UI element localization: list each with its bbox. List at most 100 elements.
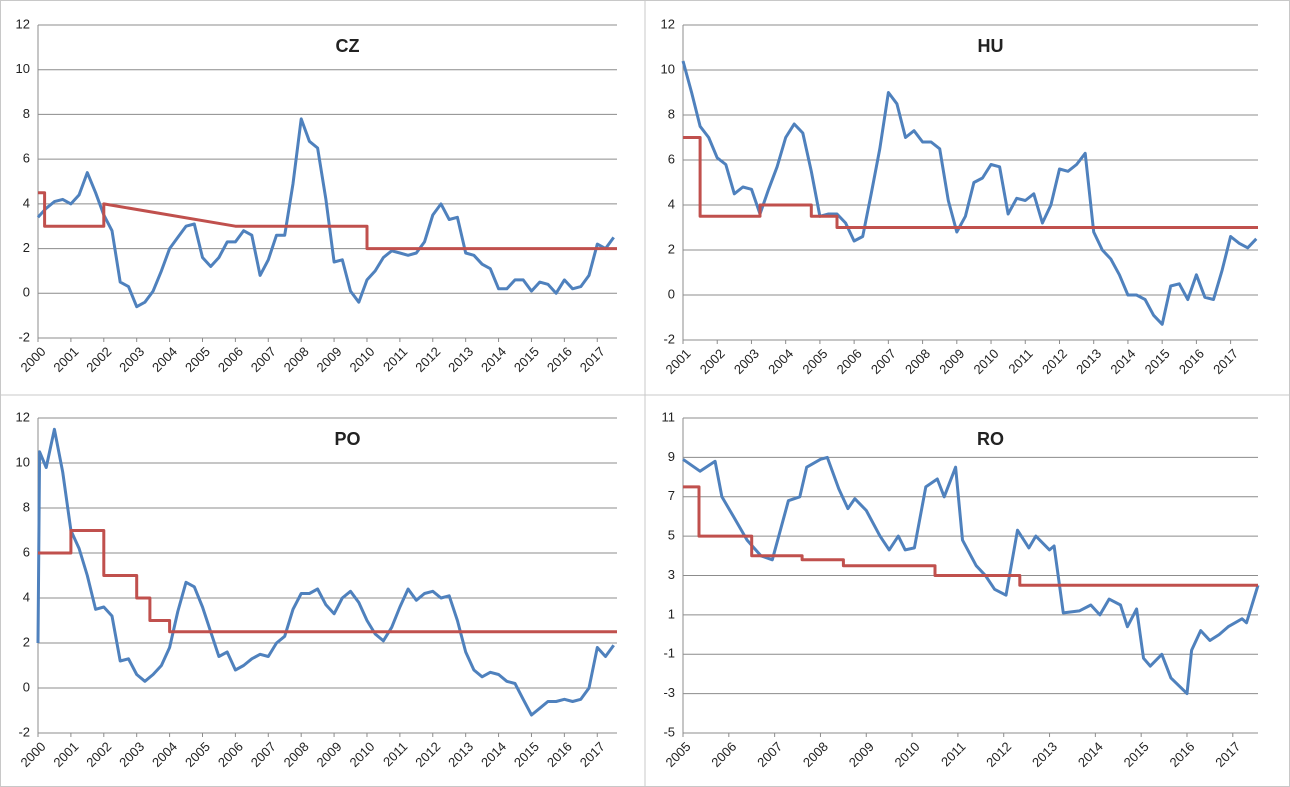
x-tick-label: 2013: [445, 344, 476, 375]
x-tick-label: 2007: [248, 739, 279, 770]
x-tick-label: 2000: [17, 739, 48, 770]
x-tick-label: 2013: [1073, 346, 1104, 377]
x-tick-label: 2012: [412, 739, 443, 770]
x-tick-label: 2002: [83, 344, 114, 375]
y-tick-label: 6: [668, 151, 675, 166]
x-tick-label: 2008: [281, 344, 312, 375]
data-line: [36, 117, 615, 309]
x-tick-label: 2012: [1039, 346, 1070, 377]
x-tick-label: 2008: [281, 739, 312, 770]
x-tick-label: 2015: [511, 739, 542, 770]
y-tick-label: 4: [23, 195, 30, 210]
x-tick-label: 2014: [1107, 346, 1138, 377]
x-tick-label: 2005: [182, 344, 213, 375]
x-tick-label: 2016: [544, 344, 575, 375]
x-tick-label: 2000: [17, 344, 48, 375]
x-tick-label: 2011: [1005, 346, 1035, 376]
y-tick-label: 8: [668, 106, 675, 121]
x-tick-label: 2001: [662, 346, 693, 377]
x-tick-label: 2014: [1075, 739, 1106, 770]
x-tick-label: 2011: [380, 344, 410, 374]
chart-title: CZ: [336, 36, 360, 56]
x-tick-label: 2004: [765, 346, 796, 377]
x-tick-label: 2017: [577, 344, 608, 375]
x-tick-label: 2014: [478, 344, 509, 375]
y-tick-label: 10: [661, 61, 675, 76]
y-tick-label: 10: [16, 61, 30, 76]
y-tick-label: -2: [18, 724, 30, 739]
x-tick-label: 2011: [938, 739, 968, 769]
data-line: [683, 136, 1258, 229]
x-tick-label: 2002: [83, 739, 114, 770]
x-tick-label: 2005: [662, 739, 693, 770]
y-tick-label: 9: [668, 449, 675, 464]
data-line: [681, 60, 1258, 326]
x-tick-label: 2013: [445, 739, 476, 770]
y-tick-label: 0: [23, 679, 30, 694]
y-tick-label: -2: [18, 329, 30, 344]
y-tick-label: -3: [663, 685, 675, 700]
chart-title: RO: [977, 429, 1004, 449]
y-tick-label: -2: [663, 331, 675, 346]
x-tick-label: 2009: [846, 739, 877, 770]
y-tick-label: 8: [23, 106, 30, 121]
y-tick-label: 12: [16, 16, 30, 31]
x-tick-label: 2010: [892, 739, 923, 770]
x-tick-label: 2015: [511, 344, 542, 375]
x-tick-label: 2010: [971, 346, 1002, 377]
x-tick-label: 2009: [936, 346, 967, 377]
x-tick-label: 2007: [248, 344, 279, 375]
x-tick-label: 2006: [708, 739, 739, 770]
y-tick-label: 2: [23, 240, 30, 255]
y-tick-label: 2: [668, 241, 675, 256]
x-tick-label: 2005: [182, 739, 213, 770]
x-tick-label: 2012: [983, 739, 1014, 770]
data-line: [683, 485, 1258, 587]
y-tick-label: 6: [23, 151, 30, 166]
x-tick-label: 2013: [1029, 739, 1060, 770]
x-tick-label: 2006: [834, 346, 865, 377]
x-tick-label: 2010: [346, 739, 377, 770]
x-tick-label: 2017: [577, 739, 608, 770]
x-tick-label: 2008: [800, 739, 831, 770]
x-tick-label: 2016: [1176, 346, 1207, 377]
x-tick-label: 2014: [478, 739, 509, 770]
x-tick-label: 2001: [50, 344, 81, 375]
y-tick-label: 1: [668, 606, 675, 621]
y-tick-label: 8: [23, 499, 30, 514]
x-tick-label: 2015: [1142, 346, 1173, 377]
x-tick-label: 2005: [799, 346, 830, 377]
y-tick-label: 4: [23, 589, 30, 604]
y-tick-label: 7: [668, 488, 675, 503]
x-tick-label: 2004: [149, 739, 180, 770]
y-tick-label: 0: [23, 285, 30, 300]
x-tick-label: 2004: [149, 344, 180, 375]
x-tick-label: 2012: [412, 344, 443, 375]
x-tick-label: 2016: [1166, 739, 1197, 770]
x-tick-label: 2003: [116, 344, 147, 375]
x-tick-label: 2009: [314, 739, 345, 770]
y-tick-label: 6: [23, 544, 30, 559]
x-tick-label: 2003: [731, 346, 762, 377]
x-tick-label: 2009: [314, 344, 345, 375]
data-line: [36, 427, 615, 717]
y-tick-label: 0: [668, 286, 675, 301]
y-tick-label: 11: [662, 409, 676, 424]
x-tick-label: 2015: [1121, 739, 1152, 770]
y-tick-label: -5: [663, 724, 675, 739]
x-tick-label: 2010: [346, 344, 377, 375]
x-tick-label: 2001: [50, 739, 81, 770]
y-tick-label: 5: [668, 528, 675, 543]
y-tick-label: 3: [668, 567, 675, 582]
x-tick-label: 2003: [116, 739, 147, 770]
y-tick-label: 2: [23, 634, 30, 649]
x-tick-label: 2006: [215, 344, 246, 375]
x-tick-label: 2017: [1212, 739, 1243, 770]
x-tick-label: 2017: [1210, 346, 1241, 377]
x-tick-label: 2007: [754, 739, 785, 770]
x-tick-label: 2006: [215, 739, 246, 770]
y-tick-label: 4: [668, 196, 675, 211]
chart-title: PO: [334, 429, 360, 449]
x-tick-label: 2011: [380, 739, 410, 769]
